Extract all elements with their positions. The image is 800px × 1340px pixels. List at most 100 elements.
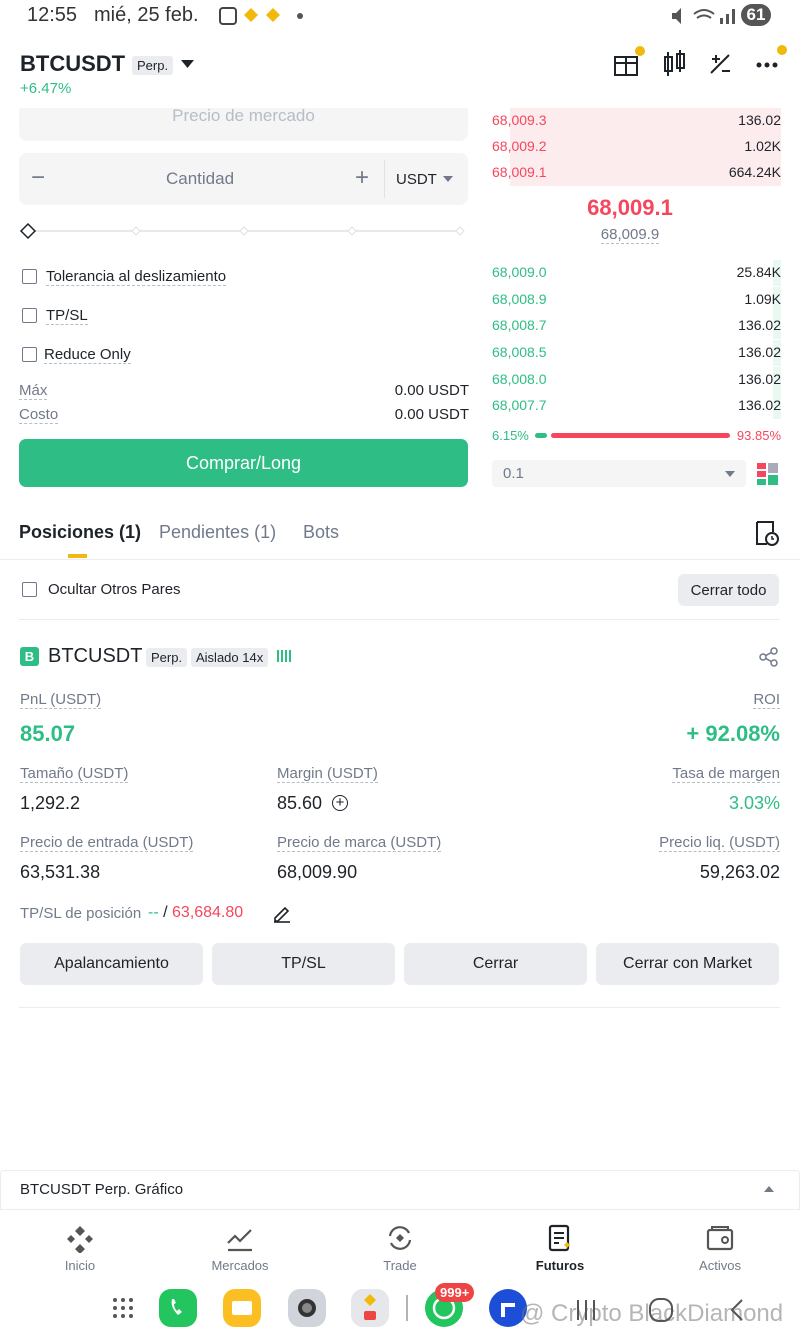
symbol-dropdown[interactable] bbox=[180, 58, 196, 70]
ask-price: 68,009.1 bbox=[492, 164, 547, 180]
field-label: Precio de marca (USDT) bbox=[277, 834, 442, 852]
bid-quantity: 136.02 bbox=[738, 317, 781, 333]
ask-quantity: 664.24K bbox=[728, 164, 781, 180]
hide-other-checkbox[interactable] bbox=[22, 582, 37, 597]
quantity-placeholder: Cantidad bbox=[165, 169, 235, 188]
nav-label[interactable]: Mercados bbox=[211, 1258, 269, 1273]
history-icon[interactable] bbox=[754, 520, 780, 548]
ratio-segment bbox=[535, 433, 547, 438]
system-nav[interactable] bbox=[570, 1293, 750, 1327]
bid-price: 68,008.5 bbox=[492, 344, 547, 360]
edit-tpsl[interactable] bbox=[272, 903, 292, 923]
tpsl-label: TP/SL de posición bbox=[20, 905, 142, 922]
price-placeholder: Precio de mercado bbox=[172, 106, 315, 125]
bid-quantity: 25.84K bbox=[736, 264, 781, 280]
field-value: 85.60 bbox=[277, 793, 323, 813]
increase[interactable]: + bbox=[355, 164, 370, 191]
tab[interactable]: Pendientes (1) bbox=[159, 522, 277, 542]
ratio-segment bbox=[550, 433, 730, 438]
roi-value: + 92.08% bbox=[686, 721, 780, 746]
status-time: 12:55 bbox=[27, 4, 78, 26]
nav-icon-glyph bbox=[388, 1226, 412, 1250]
nav-icon[interactable] bbox=[705, 1223, 735, 1253]
field-value: 59,263.02 bbox=[699, 862, 780, 882]
option-label: Reduce Only bbox=[44, 346, 131, 364]
field-label: Tasa de margen bbox=[672, 765, 780, 783]
ask-price: 68,009.2 bbox=[492, 138, 547, 154]
field-value: 1,292.2 bbox=[20, 793, 81, 813]
action-button[interactable]: TP/SL bbox=[212, 943, 395, 985]
buy-long-button[interactable]: Comprar/Long bbox=[19, 439, 468, 487]
ask-quantity: 136.02 bbox=[738, 112, 781, 128]
field-label: Precio de entrada (USDT) bbox=[20, 834, 194, 852]
tpsl-separator: / bbox=[163, 904, 168, 921]
unit-select[interactable]: USDT bbox=[396, 171, 437, 188]
hide-other-label: Ocultar Otros Pares bbox=[48, 581, 181, 598]
field-value: 68,009.90 bbox=[277, 862, 358, 882]
nav-icon-glyph bbox=[706, 1226, 734, 1251]
bid-depth bbox=[773, 340, 781, 366]
add-margin[interactable]: + bbox=[332, 795, 348, 811]
field-value: 3.03% bbox=[728, 793, 780, 813]
header-actions[interactable] bbox=[608, 42, 790, 82]
option-label: TP/SL bbox=[46, 307, 88, 325]
nav-icon[interactable] bbox=[385, 1223, 415, 1253]
bid-depth bbox=[773, 260, 781, 286]
bid-quantity: 136.02 bbox=[738, 371, 781, 387]
bid-price: 68,007.7 bbox=[492, 397, 547, 413]
price-input[interactable] bbox=[19, 104, 468, 141]
nav-icon-glyph bbox=[548, 1224, 570, 1252]
precision-select[interactable] bbox=[492, 460, 746, 487]
leverage-slider[interactable] bbox=[18, 220, 468, 242]
nav-icon-glyph bbox=[67, 1226, 93, 1254]
mark-price-value: 68,009.9 bbox=[600, 226, 660, 244]
ask-price: 68,009.3 bbox=[492, 112, 547, 128]
field-label: Tamaño (USDT) bbox=[20, 765, 129, 783]
nav-icon[interactable] bbox=[65, 1223, 95, 1254]
bid-price: 68,009.0 bbox=[492, 264, 547, 280]
nav-label[interactable]: Inicio bbox=[64, 1258, 96, 1273]
bid-price: 68,008.0 bbox=[492, 371, 547, 387]
action-button[interactable]: Apalancamiento bbox=[20, 943, 203, 985]
close-all-button[interactable]: Cerrar todo bbox=[678, 574, 779, 606]
action-button[interactable]: Cerrar con Market bbox=[596, 943, 779, 985]
mark-price: 68,009.9 bbox=[480, 226, 780, 244]
share-icon[interactable] bbox=[759, 647, 779, 667]
notification-badge: 999+ bbox=[435, 1283, 475, 1302]
tp-value: -- bbox=[148, 904, 159, 921]
option-checkbox[interactable] bbox=[22, 308, 37, 323]
nav-icon[interactable] bbox=[225, 1223, 255, 1253]
bid-depth bbox=[773, 287, 781, 313]
symbol[interactable]: BTCUSDT bbox=[20, 51, 126, 76]
pnl-label: PnL (USDT) bbox=[20, 691, 102, 709]
tab[interactable]: Posiciones (1) bbox=[19, 522, 142, 542]
nav-label[interactable]: Activos bbox=[699, 1258, 741, 1273]
quantity-input[interactable] bbox=[19, 153, 468, 205]
chart-bar-caret bbox=[764, 1186, 774, 1192]
tab[interactable]: Bots bbox=[303, 522, 340, 542]
last-price: 68,009.1 bbox=[587, 195, 673, 220]
field-label: Precio liq. (USDT) bbox=[659, 834, 780, 852]
side-badge: B bbox=[20, 647, 39, 666]
header-edge bbox=[0, 100, 480, 108]
sell-ratio: 93.85% bbox=[736, 428, 781, 443]
chart-bar-label: BTCUSDT Perp. Gráfico bbox=[20, 1181, 184, 1198]
decrease[interactable]: − bbox=[31, 164, 46, 191]
option-checkbox[interactable] bbox=[22, 269, 37, 284]
field-value: 63,531.38 bbox=[20, 862, 101, 882]
bid-quantity: 136.02 bbox=[738, 397, 781, 413]
nav-label[interactable]: Futuros bbox=[535, 1258, 585, 1273]
bid-depth bbox=[773, 393, 781, 419]
nav-label[interactable]: Trade bbox=[383, 1258, 417, 1273]
bid-quantity: 136.02 bbox=[738, 344, 781, 360]
action-button[interactable]: Cerrar bbox=[404, 943, 587, 985]
ask-depth bbox=[510, 134, 781, 160]
max-value: 0.00 USDT bbox=[394, 382, 469, 399]
option-checkbox[interactable] bbox=[22, 347, 37, 362]
max-label: Máx bbox=[19, 382, 48, 400]
nav-icon[interactable] bbox=[545, 1223, 575, 1253]
pnl-value: 85.07 bbox=[20, 721, 76, 746]
bid-quantity: 1.09K bbox=[744, 291, 781, 307]
system-apps[interactable] bbox=[105, 1285, 555, 1333]
book-layout[interactable] bbox=[756, 462, 780, 486]
